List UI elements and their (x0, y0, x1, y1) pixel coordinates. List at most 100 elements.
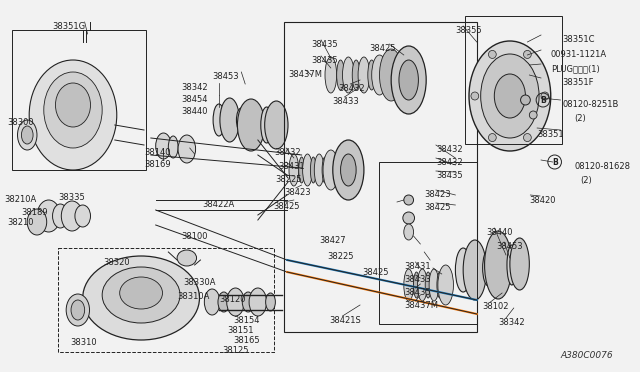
Text: 38432: 38432 (436, 158, 463, 167)
Ellipse shape (494, 74, 525, 118)
Ellipse shape (314, 154, 324, 186)
Text: 38425: 38425 (370, 44, 396, 53)
Circle shape (488, 134, 496, 142)
Ellipse shape (204, 289, 220, 315)
Ellipse shape (220, 98, 239, 142)
Ellipse shape (507, 245, 516, 285)
Text: 38140: 38140 (144, 148, 170, 157)
Text: 38125: 38125 (222, 346, 248, 355)
Text: 38351G: 38351G (52, 22, 86, 31)
Text: 38453: 38453 (212, 72, 239, 81)
Text: B: B (540, 96, 546, 105)
Ellipse shape (456, 248, 471, 292)
Ellipse shape (75, 205, 90, 227)
Text: 38351F: 38351F (563, 78, 594, 87)
Text: 38330A: 38330A (183, 278, 216, 287)
Text: PLUGプラグ(1): PLUGプラグ(1) (551, 64, 600, 73)
Text: 38351C: 38351C (563, 35, 595, 44)
Text: 38440: 38440 (181, 107, 207, 116)
Text: 00931-1121A: 00931-1121A (551, 50, 607, 59)
Text: 38225: 38225 (275, 175, 302, 184)
Text: 38432: 38432 (275, 148, 301, 157)
Ellipse shape (178, 135, 196, 163)
Ellipse shape (102, 267, 180, 323)
Text: 38453: 38453 (496, 242, 523, 251)
Ellipse shape (323, 150, 339, 190)
Ellipse shape (368, 60, 376, 90)
Bar (380, 162, 477, 324)
Ellipse shape (61, 201, 83, 231)
Text: 38151: 38151 (228, 326, 254, 335)
Circle shape (524, 134, 531, 142)
Text: 38120: 38120 (219, 295, 245, 304)
Text: 38335: 38335 (58, 193, 85, 202)
Ellipse shape (37, 200, 60, 232)
Ellipse shape (483, 250, 494, 286)
Text: (2): (2) (580, 176, 592, 185)
Text: 38100: 38100 (181, 232, 207, 241)
Ellipse shape (56, 83, 90, 127)
Circle shape (488, 51, 496, 58)
Text: 38165: 38165 (234, 336, 260, 345)
Ellipse shape (429, 269, 439, 301)
Ellipse shape (425, 272, 431, 298)
Ellipse shape (358, 57, 370, 93)
Text: 38355: 38355 (456, 26, 482, 35)
Ellipse shape (260, 107, 273, 143)
Text: 38425: 38425 (424, 203, 451, 212)
Ellipse shape (289, 154, 299, 186)
Ellipse shape (322, 157, 328, 183)
Text: 38300: 38300 (8, 118, 35, 127)
Ellipse shape (71, 300, 84, 320)
Ellipse shape (213, 104, 225, 136)
Text: 38351: 38351 (537, 130, 564, 139)
Ellipse shape (413, 272, 419, 298)
Ellipse shape (21, 126, 33, 144)
Text: 38420: 38420 (529, 196, 556, 205)
Text: 38454: 38454 (181, 95, 207, 104)
Text: 38433: 38433 (333, 97, 360, 106)
Text: 38432: 38432 (436, 145, 463, 154)
Ellipse shape (342, 57, 354, 93)
Ellipse shape (510, 238, 529, 290)
Text: 38432: 38432 (339, 84, 365, 93)
Ellipse shape (168, 136, 178, 158)
Ellipse shape (352, 60, 360, 90)
Ellipse shape (66, 294, 90, 326)
Text: 38427: 38427 (319, 236, 346, 245)
Circle shape (403, 212, 415, 224)
Text: 38435: 38435 (436, 171, 463, 180)
Ellipse shape (438, 265, 453, 305)
Circle shape (524, 51, 531, 58)
Ellipse shape (227, 288, 244, 316)
Ellipse shape (156, 133, 172, 159)
Ellipse shape (337, 60, 344, 90)
Text: 08120-81628: 08120-81628 (574, 162, 630, 171)
Ellipse shape (44, 72, 102, 148)
Bar (58, 248, 275, 352)
Text: 38437M: 38437M (404, 301, 438, 310)
Ellipse shape (17, 120, 37, 150)
Circle shape (471, 92, 479, 100)
Ellipse shape (340, 154, 356, 186)
Text: 38102: 38102 (483, 302, 509, 311)
Text: 38440: 38440 (486, 228, 513, 237)
Circle shape (529, 111, 537, 119)
Ellipse shape (380, 49, 403, 101)
Text: B: B (552, 157, 557, 167)
Text: 38154: 38154 (234, 316, 260, 325)
Ellipse shape (303, 154, 312, 186)
Ellipse shape (404, 224, 413, 240)
Ellipse shape (266, 293, 275, 311)
Ellipse shape (484, 231, 512, 299)
Ellipse shape (469, 41, 551, 151)
Bar (12, 30, 146, 170)
Text: 38422A: 38422A (202, 200, 235, 209)
Ellipse shape (243, 292, 254, 312)
Text: (2): (2) (574, 114, 586, 123)
Text: 38310A: 38310A (177, 292, 209, 301)
Ellipse shape (28, 209, 47, 235)
Ellipse shape (399, 60, 419, 100)
Ellipse shape (310, 157, 316, 183)
Circle shape (520, 95, 531, 105)
